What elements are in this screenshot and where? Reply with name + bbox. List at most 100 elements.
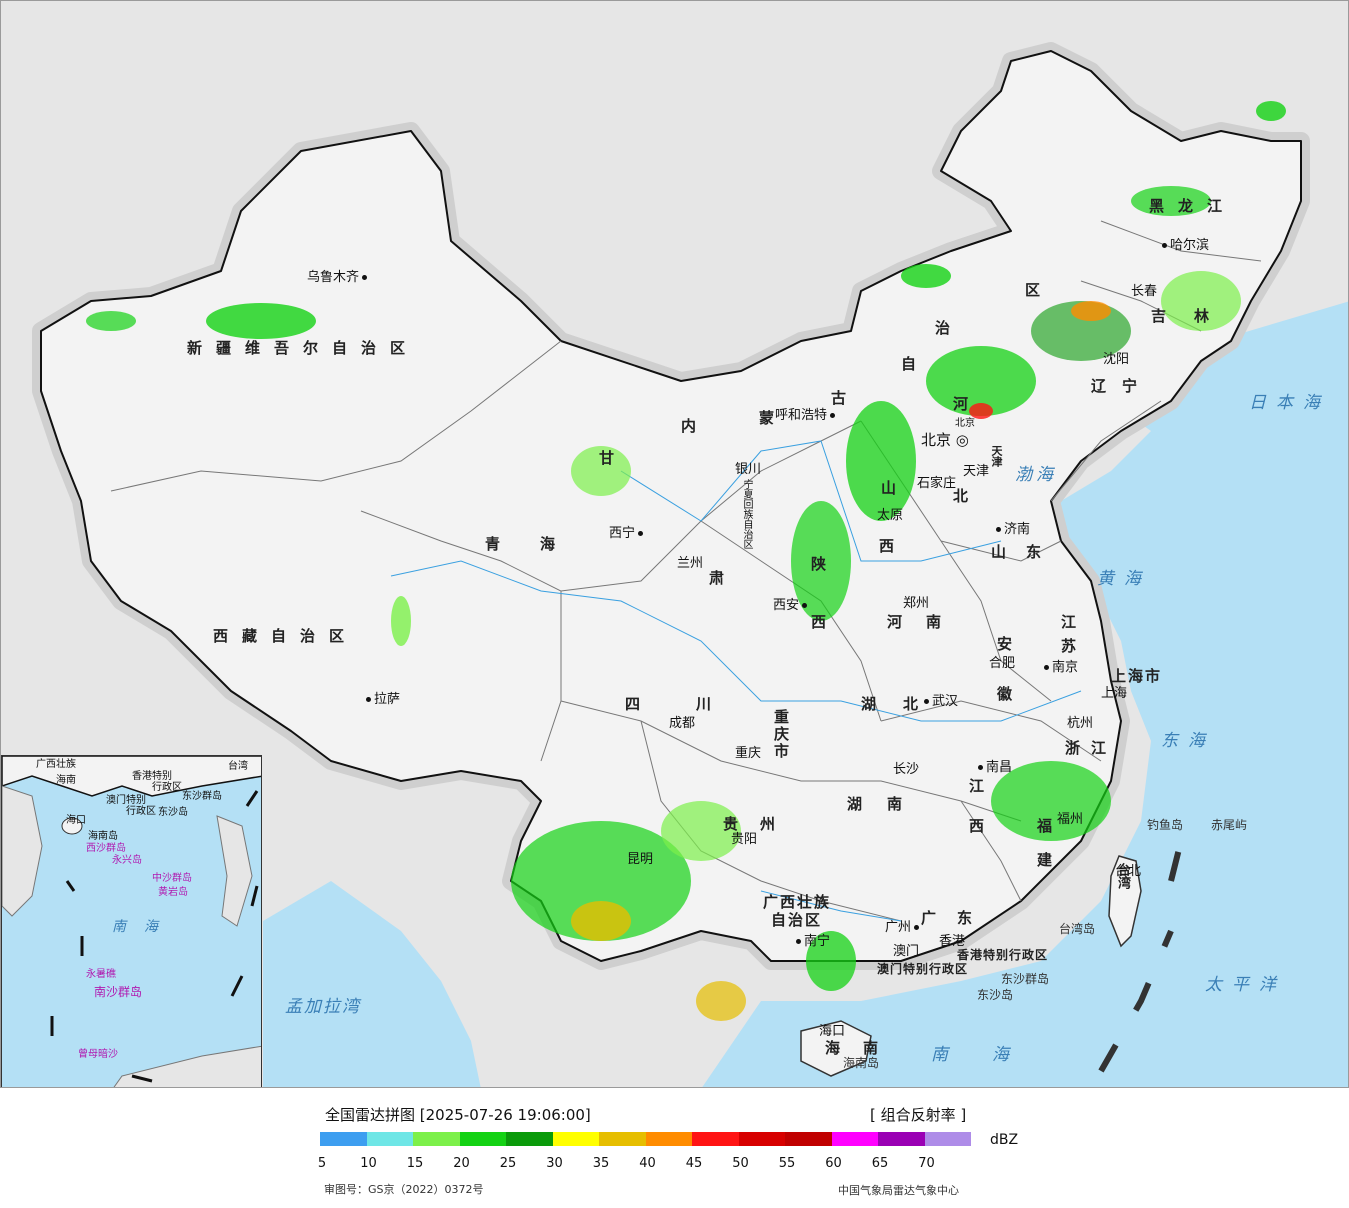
inset-label-haikou: 海口	[66, 815, 86, 826]
sea-east: 东海	[1161, 731, 1215, 751]
sea-south: 南海	[931, 1045, 1053, 1065]
inset-land	[2, 756, 261, 797]
label-taiwan: 台湾	[1115, 863, 1130, 889]
city-yinchuan: 银川	[735, 462, 762, 477]
city-dot	[924, 699, 929, 704]
city-tianjin: 天津	[963, 464, 990, 479]
island-taiwan: 台湾岛	[1059, 922, 1096, 936]
inset-label-zhongsha: 中沙群岛	[152, 873, 192, 884]
colorbar-tick-label: 35	[592, 1156, 610, 1171]
city-guangzhou: 广州	[885, 921, 922, 934]
label-jian: 建	[1037, 851, 1067, 869]
city-chengdu: 成都	[669, 716, 696, 731]
colorbar-tick-label: 20	[453, 1156, 470, 1171]
city-dot	[978, 765, 983, 770]
label-su: 肃	[709, 569, 739, 587]
label-beijing-prov: 北京	[955, 418, 975, 429]
city-hefei: 合肥	[989, 656, 1016, 671]
inset-borneo	[113, 1045, 261, 1087]
colorbar-swatch	[924, 1132, 971, 1146]
inset-label-hainan: 海南	[56, 775, 76, 786]
label-nei: 内	[681, 417, 711, 435]
rivers	[390, 440, 1082, 922]
inset-label-yongshu: 永暑礁	[86, 969, 116, 980]
label-hui: 徽	[997, 685, 1027, 703]
label-zi: 自	[901, 355, 931, 373]
city-dot	[638, 531, 644, 536]
label-shan-xi-1: 山	[881, 479, 911, 497]
inset-hainan	[61, 817, 83, 835]
city-wuhan: 武汉	[921, 695, 958, 708]
label-heilongjiang: 黑龙江	[1149, 197, 1237, 215]
colorbar-tick-label: 40	[639, 1156, 656, 1171]
label-fu: 福	[1037, 817, 1067, 835]
city-shenyang: 沈阳	[1103, 352, 1130, 367]
inset-nine-dash-line	[50, 790, 259, 1083]
colorbar-tick-label: 50	[732, 1156, 749, 1171]
sea-bengal: 孟加拉湾	[285, 997, 361, 1017]
unit-label: dBZ	[990, 1132, 1019, 1148]
colorbar-swatch	[692, 1132, 739, 1146]
island-hainan: 海南岛	[843, 1056, 880, 1070]
colorbar-swatch	[413, 1132, 460, 1146]
island-dongsha: 东沙岛	[977, 988, 1014, 1002]
label-shaan-xi-1: 陕	[811, 555, 841, 573]
sea-bengal	[263, 881, 481, 1087]
inset-canvas	[2, 756, 261, 1087]
inset-label-macao: 澳门特别	[106, 795, 146, 806]
label-chongqing: 重庆市	[772, 709, 790, 760]
city-harbin: 哈尔滨	[1159, 239, 1209, 252]
city-dot	[796, 939, 801, 944]
label-hk-sar: 香港特别行政区	[957, 948, 1049, 962]
colorbar-swatch	[599, 1132, 646, 1146]
city-macao: 澳门	[893, 944, 920, 959]
label-meng: 蒙	[759, 409, 789, 427]
colorbar-swatch	[831, 1132, 878, 1146]
label-ningxia: 宁夏回族自治区	[741, 479, 752, 549]
city-dot	[830, 413, 836, 418]
hainan-island	[800, 1020, 872, 1077]
inset-label-dongsha: 东沙岛	[158, 807, 188, 818]
colorbar-tick-label: 30	[546, 1156, 563, 1171]
inset-label-macao-2: 行政区	[126, 806, 156, 817]
city-taipei: 台北	[1115, 864, 1142, 879]
sea-japan: 日本海	[1249, 393, 1330, 413]
colorbar	[320, 1132, 971, 1146]
label-henan: 河南	[887, 613, 966, 631]
city-nanchang: 南昌	[975, 761, 1012, 774]
label-hu-bei-2: 北	[903, 695, 933, 713]
inset-label-hk: 香港特别	[132, 771, 172, 782]
label-guangxi-1: 广西壮族	[763, 893, 832, 911]
radar-map: 新疆维吾尔自治区 西藏自治区 青海 甘 肃 内 蒙 古 自 治 区 黑龙江 吉林…	[0, 0, 1349, 1088]
colorbar-swatch	[738, 1132, 785, 1146]
maritime-boundaries	[1098, 840, 1184, 1073]
city-dot	[914, 925, 920, 930]
label-macao-sar: 澳门特别行政区	[877, 962, 969, 976]
city-hangzhou: 杭州	[1067, 716, 1094, 731]
city-changchun: 长春	[1131, 284, 1158, 299]
colorbar-swatch	[320, 1132, 367, 1146]
label-guang: 广	[921, 909, 951, 927]
city-shanghai: 上海	[1101, 686, 1128, 701]
city-zhengzhou: 郑州	[903, 596, 930, 611]
label-jilin: 吉林	[1151, 307, 1238, 325]
city-guiyang: 贵阳	[731, 832, 758, 847]
inset-label-huangyan: 黄岩岛	[158, 887, 188, 898]
city-nanjing: 南京	[1041, 661, 1078, 674]
sea-yellow: 黄海	[1097, 569, 1151, 589]
label-guangxi-2: 自治区	[771, 911, 823, 929]
colorbar-tick-label: 70	[918, 1156, 935, 1171]
taiwan-island	[1108, 855, 1142, 948]
sea-pacific: 太平洋	[1205, 975, 1286, 995]
inset-label-dongsha-qundao: 东沙群岛	[182, 791, 222, 802]
city-lhasa: 拉萨	[363, 693, 400, 706]
colorbar-tick-label: 45	[685, 1156, 703, 1171]
label-liaoning: 辽宁	[1091, 377, 1154, 395]
legend-panel: 全国雷达拼图 [2025-07-26 19:06:00] [ 组合反射率 ] d…	[0, 1088, 1349, 1208]
inset-label-taiwan: 台湾	[228, 761, 248, 772]
label-zhe: 浙	[1065, 739, 1095, 757]
label-guizhou: 贵州	[723, 815, 798, 833]
city-dot	[362, 275, 368, 280]
sea-bohai: 渤海	[1015, 465, 1057, 485]
china-land	[40, 50, 1302, 962]
